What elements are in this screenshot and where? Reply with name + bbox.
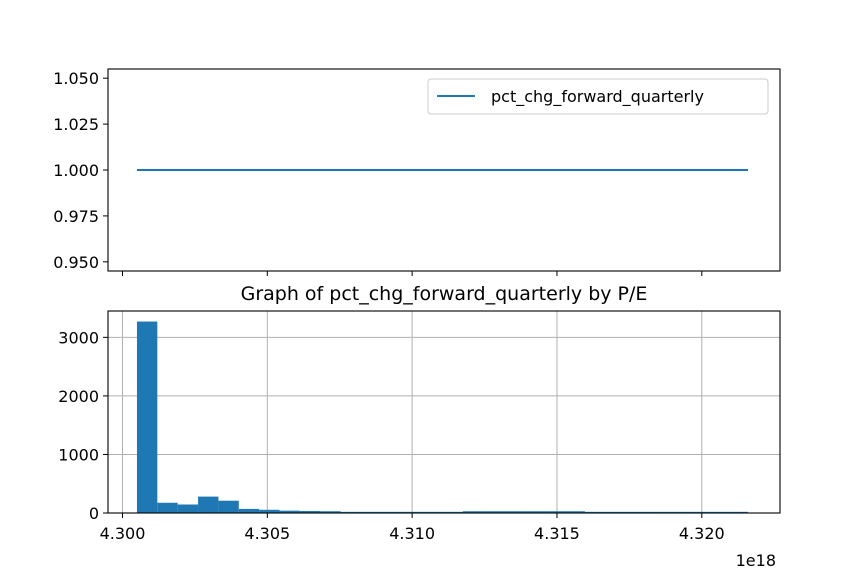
chart-title: Graph of pct_chg_forward_quarterly by P/… bbox=[241, 283, 648, 305]
histogram-bar bbox=[564, 511, 585, 513]
x-axis-scale-label: 1e18 bbox=[736, 551, 776, 570]
histogram-bar bbox=[381, 511, 402, 513]
bottom-x-ticks: 4.300 4.305 4.310 4.315 4.320 bbox=[100, 513, 725, 543]
top-y-tick-label: 0.950 bbox=[53, 253, 99, 272]
histogram-bar bbox=[238, 508, 260, 513]
histogram-bar bbox=[646, 511, 667, 513]
bottom-y-ticks: 0 1000 2000 3000 bbox=[58, 328, 108, 523]
histogram-bar bbox=[584, 511, 606, 513]
bottom-y-tick-label: 2000 bbox=[58, 387, 99, 406]
bottom-x-tick-label: 4.300 bbox=[100, 524, 146, 543]
histogram-bar bbox=[259, 509, 280, 513]
histogram-bar bbox=[605, 511, 626, 513]
histogram-bar bbox=[462, 511, 484, 513]
legend: pct_chg_forward_quarterly bbox=[427, 78, 769, 115]
top-y-ticks: 0.950 0.975 1.000 1.025 1.050 bbox=[53, 69, 108, 272]
bottom-y-tick-label: 0 bbox=[89, 504, 99, 523]
histogram-bar bbox=[707, 511, 728, 513]
top-x-ticks bbox=[121, 271, 703, 276]
legend-label: pct_chg_forward_quarterly bbox=[491, 87, 704, 107]
histogram-bar bbox=[727, 511, 748, 513]
histogram-bar bbox=[503, 511, 524, 513]
top-y-tick-label: 1.050 bbox=[53, 69, 99, 88]
top-axes-frame bbox=[107, 68, 781, 272]
histogram-bar bbox=[198, 496, 219, 513]
top-y-tick-label: 1.025 bbox=[53, 115, 99, 134]
histogram-bar bbox=[218, 500, 239, 513]
bottom-y-tick-label: 1000 bbox=[58, 445, 99, 464]
bottom-x-tick-label: 4.315 bbox=[534, 524, 580, 543]
histogram-bar bbox=[625, 511, 647, 513]
histogram-bar bbox=[136, 321, 158, 513]
histogram-bar bbox=[177, 504, 199, 513]
histogram-bar bbox=[340, 511, 361, 513]
bottom-plot-area bbox=[108, 311, 780, 513]
histogram-bars bbox=[136, 321, 748, 513]
histogram-bar bbox=[544, 511, 565, 513]
bottom-x-tick-label: 4.305 bbox=[244, 524, 290, 543]
histogram-bar bbox=[483, 511, 504, 513]
top-line-axes: 0.950 0.975 1.000 1.025 1.050 pct_chg_forwar… bbox=[53, 68, 781, 276]
legend-box bbox=[427, 78, 769, 115]
bottom-x-tick-label: 4.310 bbox=[389, 524, 435, 543]
histogram-bar bbox=[401, 511, 423, 513]
top-y-tick-label: 1.000 bbox=[53, 161, 99, 180]
histogram-bar bbox=[157, 502, 178, 513]
bottom-x-tick-label: 4.320 bbox=[679, 524, 725, 543]
bottom-axes-frame bbox=[107, 310, 781, 514]
histogram-bar bbox=[442, 511, 463, 513]
histogram-bar bbox=[320, 511, 341, 513]
histogram-bar bbox=[666, 511, 687, 513]
histogram-bar bbox=[360, 511, 382, 513]
histogram-bar bbox=[279, 510, 300, 513]
histogram-bar bbox=[422, 511, 443, 513]
bottom-y-tick-label: 3000 bbox=[58, 328, 99, 347]
top-y-tick-label: 0.975 bbox=[53, 207, 99, 226]
histogram-bar bbox=[299, 510, 321, 513]
histogram-bar bbox=[686, 511, 708, 513]
histogram-bar bbox=[523, 511, 545, 513]
